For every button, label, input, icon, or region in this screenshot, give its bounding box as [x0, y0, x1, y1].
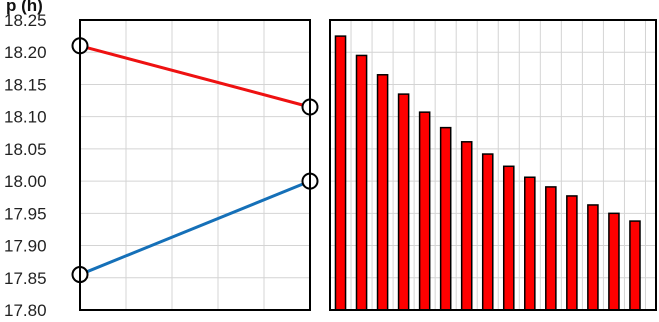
line-series-group [71, 37, 319, 284]
bar [566, 195, 578, 311]
y-tick-label: 17.80 [4, 301, 47, 320]
y-tick-label: 18.05 [4, 140, 47, 159]
bar [524, 176, 536, 311]
series-line-1 [79, 44, 311, 109]
series-line-2 [79, 179, 311, 276]
y-tick-label: 18.25 [4, 11, 47, 30]
bar [545, 186, 557, 311]
bar [587, 204, 599, 311]
y-tick-label: 17.90 [4, 237, 47, 256]
y-tick-label: 18.20 [4, 43, 47, 62]
bar [608, 212, 620, 311]
y-tick-label: 17.85 [4, 269, 47, 288]
bar [376, 74, 389, 311]
bar [629, 220, 641, 311]
bar-series [334, 35, 641, 311]
bar [418, 111, 431, 311]
bar [460, 141, 473, 311]
left-plot-frame [79, 19, 311, 311]
line-chart: p (h) 18.25 18.20 18.15 18.10 18.05 18.00 17.9… [4, 0, 319, 320]
y-tick-label: 18.15 [4, 75, 47, 94]
right-plot-frame [329, 19, 657, 311]
bar [481, 153, 494, 311]
y-tick-label: 18.00 [4, 172, 47, 191]
bar [502, 165, 515, 311]
bar-chart [329, 19, 657, 311]
chart-title: p (h) [6, 0, 43, 15]
bar [355, 54, 368, 311]
bar [439, 126, 452, 311]
y-tick-label: 17.95 [4, 204, 47, 223]
left-grid [80, 19, 310, 311]
bar [334, 35, 347, 311]
y-tick-label: 18.10 [4, 108, 47, 127]
y-axis-ticks: 18.25 18.20 18.15 18.10 18.05 18.00 17.95 17.90… [4, 11, 47, 320]
bar [397, 93, 410, 311]
